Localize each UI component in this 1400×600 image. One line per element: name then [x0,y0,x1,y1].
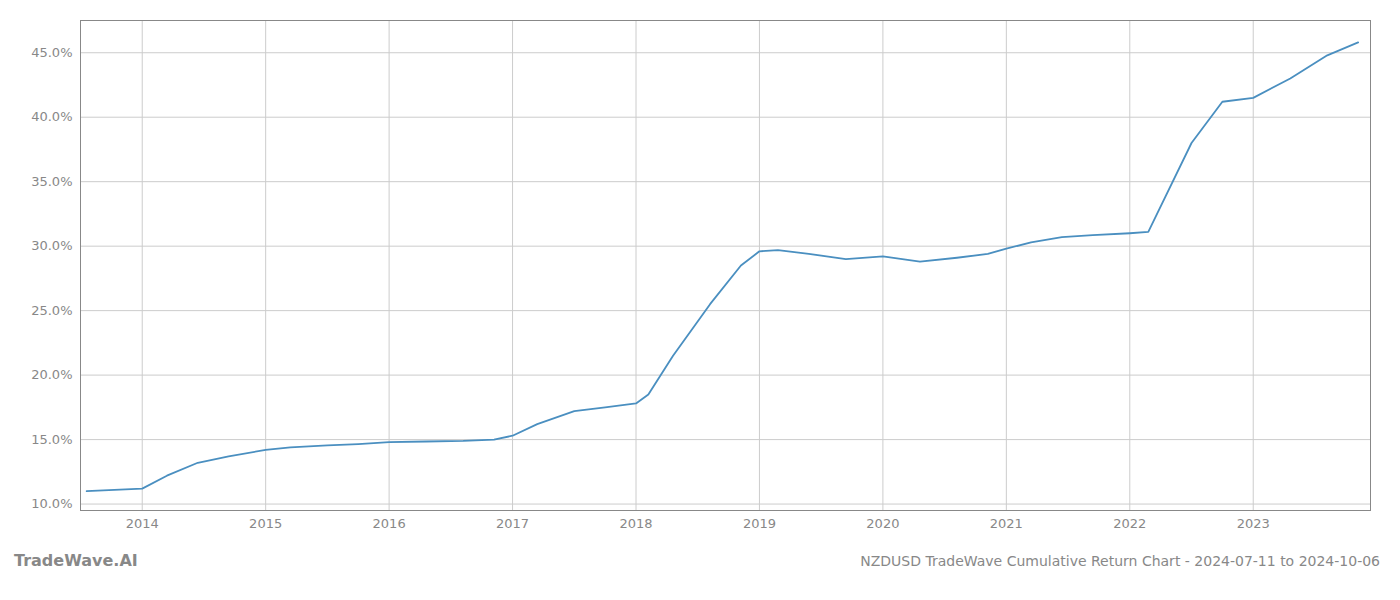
svg-text:2021: 2021 [990,516,1023,531]
svg-text:2016: 2016 [373,516,406,531]
svg-text:20.0%: 20.0% [31,367,72,382]
svg-text:15.0%: 15.0% [31,432,72,447]
svg-text:2020: 2020 [866,516,899,531]
svg-text:30.0%: 30.0% [31,238,72,253]
svg-text:2015: 2015 [249,516,282,531]
svg-text:2023: 2023 [1237,516,1270,531]
html-text:NZDUSD TradeWave Cumulative Re: NZDUSD TradeWave Cumulative Return Chart… [860,552,1380,569]
svg-text:2017: 2017 [496,516,529,531]
svg-text:35.0%: 35.0% [31,174,72,189]
html-text:TradeWave.AI: TradeWave.AI [14,551,138,570]
svg-text:2019: 2019 [743,516,776,531]
svg-text:40.0%: 40.0% [31,109,72,124]
svg-text:2022: 2022 [1113,516,1146,531]
svg-text:2014: 2014 [126,516,159,531]
svg-text:2018: 2018 [619,516,652,531]
svg-text:25.0%: 25.0% [31,303,72,318]
svg-text:45.0%: 45.0% [31,45,72,60]
svg-text:10.0%: 10.0% [31,496,72,511]
